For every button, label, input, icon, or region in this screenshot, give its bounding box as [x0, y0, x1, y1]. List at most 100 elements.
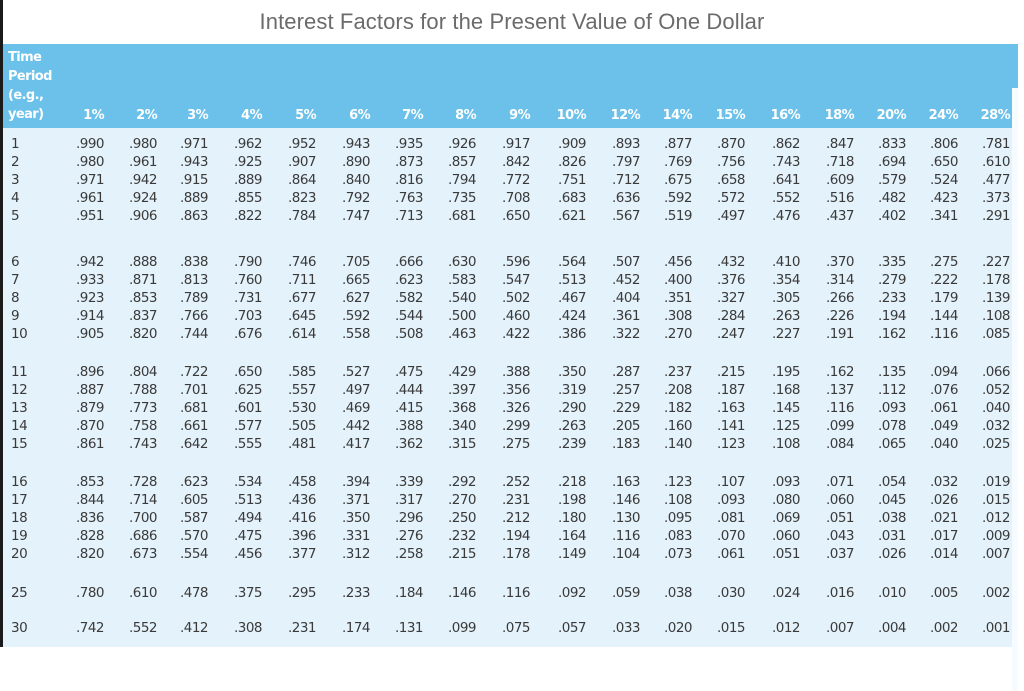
table-row: 14 .870 .758 .661 .577 .505 .442 .388 .340 .299 .2…: [3, 418, 1018, 435]
factor-cell: .962: [233, 136, 263, 152]
factor-cell: .394: [341, 474, 371, 490]
factor-cell: .914: [75, 308, 105, 324]
factor-cell: .080: [771, 492, 801, 508]
period-cell: 16: [11, 474, 28, 490]
factor-cell: .131: [394, 620, 424, 636]
factor-cell: .772: [501, 172, 531, 188]
factor-cell: .024: [771, 585, 801, 601]
factor-cell: .015: [981, 492, 1011, 508]
period-cell: 7: [11, 272, 20, 288]
factor-cell: .108: [771, 436, 801, 452]
factor-cell: .194: [877, 308, 907, 324]
factor-cell: .296: [394, 510, 424, 526]
factor-cell: .481: [287, 436, 317, 452]
period-cell: 25: [11, 585, 28, 601]
factor-cell: .879: [75, 400, 105, 416]
factor-cell: .636: [611, 190, 641, 206]
factor-cell: .231: [287, 620, 317, 636]
factor-cell: .516: [825, 190, 855, 206]
factor-cell: .308: [663, 308, 693, 324]
factor-cell: .368: [447, 400, 477, 416]
time-period-header-line: Time: [8, 50, 42, 65]
factor-cell: .014: [929, 546, 959, 562]
factor-cell: .951: [75, 208, 105, 224]
table-row: 25 .780 .610 .478 .375 .295 .233 .184 .146 .116 .0…: [3, 585, 1018, 602]
factor-cell: .423: [929, 190, 959, 206]
factor-cell: .906: [128, 208, 158, 224]
factor-cell: .705: [341, 254, 371, 270]
factor-cell: .497: [716, 208, 746, 224]
factor-cell: .141: [716, 418, 746, 434]
factor-cell: .797: [611, 154, 641, 170]
factor-cell: .263: [771, 308, 801, 324]
time-period-header-line: (e.g.,: [8, 88, 44, 103]
factor-cell: .905: [75, 326, 105, 342]
table-row: 9 .914 .837 .766 .703 .645 .592 .544 .500 .460 .42…: [3, 308, 1018, 325]
factor-cell: .078: [877, 418, 907, 434]
factor-cell: .458: [287, 474, 317, 490]
rate-column-header: 7%: [402, 108, 423, 123]
factor-cell: .135: [877, 364, 907, 380]
factor-cell: .743: [771, 154, 801, 170]
factor-cell: .507: [611, 254, 641, 270]
factor-cell: .475: [233, 528, 263, 544]
period-cell: 20: [11, 546, 28, 562]
factor-cell: .463: [447, 326, 477, 342]
factor-cell: .069: [771, 510, 801, 526]
time-period-header: Time Period (e.g., year): [8, 48, 68, 124]
factor-cell: .060: [825, 492, 855, 508]
factor-cell: .870: [75, 418, 105, 434]
factor-cell: .766: [179, 308, 209, 324]
factor-cell: .257: [611, 382, 641, 398]
factor-cell: .275: [501, 436, 531, 452]
factor-cell: .942: [128, 172, 158, 188]
factor-cell: .125: [771, 418, 801, 434]
factor-cell: .758: [128, 418, 158, 434]
factor-cell: .747: [341, 208, 371, 224]
factor-cell: .735: [447, 190, 477, 206]
period-cell: 9: [11, 308, 20, 324]
factor-cell: .212: [501, 510, 531, 526]
period-cell: 1: [11, 136, 20, 152]
factor-cell: .746: [287, 254, 317, 270]
factor-cell: .356: [501, 382, 531, 398]
factor-cell: .870: [716, 136, 746, 152]
factor-cell: .061: [929, 400, 959, 416]
factor-cell: .051: [771, 546, 801, 562]
factor-cell: .162: [877, 326, 907, 342]
factor-cell: .139: [981, 290, 1011, 306]
factor-cell: .065: [877, 436, 907, 452]
factor-cell: .743: [128, 436, 158, 452]
factor-cell: .467: [557, 290, 587, 306]
factor-cell: .258: [394, 546, 424, 562]
rate-column-header: 18%: [824, 108, 855, 123]
factor-cell: .075: [501, 620, 531, 636]
factor-cell: .763: [394, 190, 424, 206]
factor-cell: .926: [447, 136, 477, 152]
factor-cell: .890: [341, 154, 371, 170]
factor-cell: .714: [128, 492, 158, 508]
factor-cell: .794: [447, 172, 477, 188]
factor-cell: .001: [981, 620, 1011, 636]
factor-cell: .108: [981, 308, 1011, 324]
factor-cell: .222: [929, 272, 959, 288]
factor-cell: .361: [611, 308, 641, 324]
period-cell: 6: [11, 254, 20, 270]
period-cell: 2: [11, 154, 20, 170]
factor-cell: .713: [394, 208, 424, 224]
factor-cell: .339: [394, 474, 424, 490]
factor-cell: .923: [75, 290, 105, 306]
factor-cell: .475: [394, 364, 424, 380]
factor-cell: .627: [341, 290, 371, 306]
period-cell: 11: [11, 364, 28, 380]
factor-cell: .396: [287, 528, 317, 544]
table-row: 17 .844 .714 .605 .513 .436 .371 .317 .270 .231 .1…: [3, 492, 1018, 509]
rate-column-header: 2%: [136, 108, 157, 123]
factor-cell: .038: [877, 510, 907, 526]
factor-cell: .049: [929, 418, 959, 434]
factor-cell: .040: [981, 400, 1011, 416]
factor-cell: .436: [287, 492, 317, 508]
factor-cell: .756: [716, 154, 746, 170]
factor-cell: .009: [981, 528, 1011, 544]
factor-cell: .665: [341, 272, 371, 288]
